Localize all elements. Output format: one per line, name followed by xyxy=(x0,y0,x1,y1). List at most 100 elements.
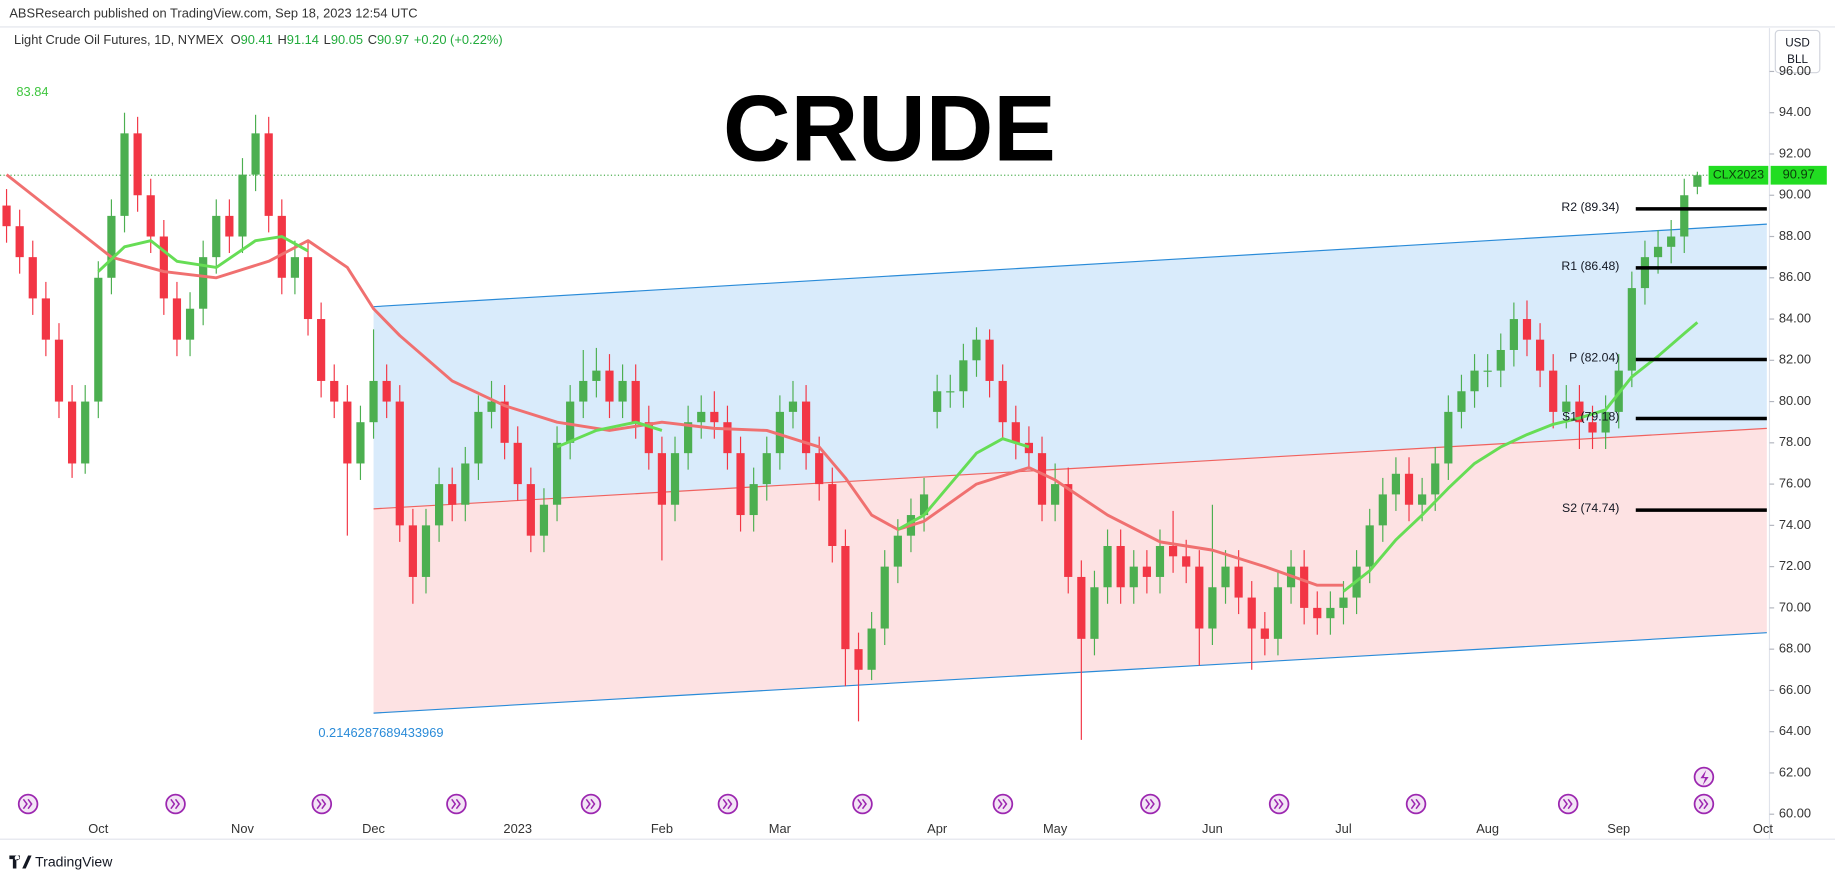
candle-body xyxy=(264,133,273,216)
candle-body xyxy=(710,411,719,423)
event-icon[interactable] xyxy=(311,793,333,815)
candle-body xyxy=(81,401,90,464)
event-glyph xyxy=(22,798,33,810)
y-tick-label: 90.00 xyxy=(1779,187,1811,202)
event-icon[interactable] xyxy=(17,793,39,815)
y-tick-label: 86.00 xyxy=(1779,269,1811,284)
candle-body xyxy=(212,215,221,258)
candle-body xyxy=(185,308,195,340)
event-glyph xyxy=(857,798,867,810)
x-tick-label: Oct xyxy=(88,821,108,836)
event-circle xyxy=(311,793,333,815)
candle-body xyxy=(1378,494,1387,526)
event-circle xyxy=(17,793,39,815)
event-icon[interactable] xyxy=(1557,793,1579,815)
event-icon[interactable] xyxy=(1693,793,1715,815)
candle-body xyxy=(172,298,182,340)
ma-label: 83.84 xyxy=(16,84,48,99)
candle-body xyxy=(343,401,352,464)
event-glyph xyxy=(1698,798,1709,810)
candle-body xyxy=(539,504,549,536)
ohlc-key: O xyxy=(231,32,241,47)
candle-body xyxy=(251,133,260,175)
y-tick-label: 76.00 xyxy=(1779,475,1811,490)
event-glyph xyxy=(1273,798,1284,810)
event-icon[interactable] xyxy=(1268,793,1290,815)
candle-body xyxy=(133,133,142,196)
candle-body xyxy=(1680,195,1689,237)
candle-body xyxy=(1588,422,1597,433)
ohlc-value: 90.05 xyxy=(331,32,363,47)
candle-body xyxy=(867,628,876,670)
currency-box[interactable] xyxy=(1774,29,1821,74)
candle-body xyxy=(1457,391,1466,412)
channel-lower-line xyxy=(373,632,1767,714)
candle-body xyxy=(1627,288,1636,371)
event-glyph xyxy=(585,798,596,810)
candle-body xyxy=(697,411,706,423)
event-icon[interactable] xyxy=(1140,793,1161,815)
y-tick-label: 82.00 xyxy=(1779,352,1811,367)
candle-body xyxy=(1011,422,1020,443)
candle-body xyxy=(1155,545,1165,577)
y-tick-label: 74.00 xyxy=(1779,517,1811,532)
event-icon[interactable] xyxy=(717,793,739,815)
channel-middle-line xyxy=(373,427,1767,510)
x-tick-label: Mar xyxy=(769,821,792,836)
ohlc-value: 90.97 xyxy=(377,32,409,47)
candle-body xyxy=(1496,349,1505,371)
price-tag-bg xyxy=(1770,165,1827,185)
candle-body xyxy=(801,401,811,454)
candle-body xyxy=(1653,246,1663,258)
event-circle xyxy=(1693,793,1715,815)
event-icon[interactable] xyxy=(852,793,873,815)
candle-body xyxy=(1064,484,1073,577)
event-icon[interactable] xyxy=(580,793,602,815)
event-icon[interactable] xyxy=(992,793,1014,815)
footer-logo: TradingView xyxy=(9,853,113,869)
candle-body xyxy=(775,411,784,454)
event-icon[interactable] xyxy=(1405,793,1427,815)
event-circle xyxy=(1268,793,1290,815)
event-glyph xyxy=(1410,798,1421,810)
candle-body xyxy=(1103,545,1112,588)
candle-body xyxy=(199,257,208,309)
logo-icon xyxy=(9,855,32,869)
event-circle xyxy=(446,793,467,815)
currency: USD xyxy=(1785,36,1810,49)
event-circle xyxy=(717,793,739,815)
candle-body xyxy=(434,484,444,526)
candle-body xyxy=(290,257,300,278)
candle-body xyxy=(1535,339,1545,371)
y-tick-label: 60.00 xyxy=(1779,806,1811,821)
candle-body xyxy=(395,401,404,526)
candle-body xyxy=(382,380,391,402)
event-icon[interactable] xyxy=(446,793,467,815)
candle-body xyxy=(159,236,168,299)
x-tick-label: Feb xyxy=(651,821,673,836)
y-tick-label: 84.00 xyxy=(1779,310,1811,325)
unit: BLL xyxy=(1787,53,1808,66)
candle-body xyxy=(1313,607,1322,619)
candle-body xyxy=(1391,473,1401,495)
event-glyph xyxy=(1562,798,1573,810)
pivot-label: R1 (86.48) xyxy=(1561,259,1619,273)
x-tick-label: Jul xyxy=(1335,821,1351,836)
candle-body xyxy=(421,525,431,577)
x-tick-label: Sep xyxy=(1607,821,1630,836)
event-icon[interactable] xyxy=(165,793,186,815)
ohlc-key: L xyxy=(324,32,331,47)
candle-body xyxy=(1404,473,1414,505)
candle-body xyxy=(1247,597,1256,629)
footer-text: TradingView xyxy=(35,853,113,869)
candle-body xyxy=(1234,566,1243,598)
candle-body xyxy=(369,380,378,423)
event-glyph xyxy=(451,798,461,810)
candle-body xyxy=(1208,587,1217,629)
candle-body xyxy=(605,370,614,402)
candle-body xyxy=(330,380,339,402)
dividend-icon[interactable] xyxy=(1693,766,1715,788)
candle-body xyxy=(1562,401,1571,412)
candle-body xyxy=(487,401,496,412)
x-tick-label: Nov xyxy=(231,821,254,836)
